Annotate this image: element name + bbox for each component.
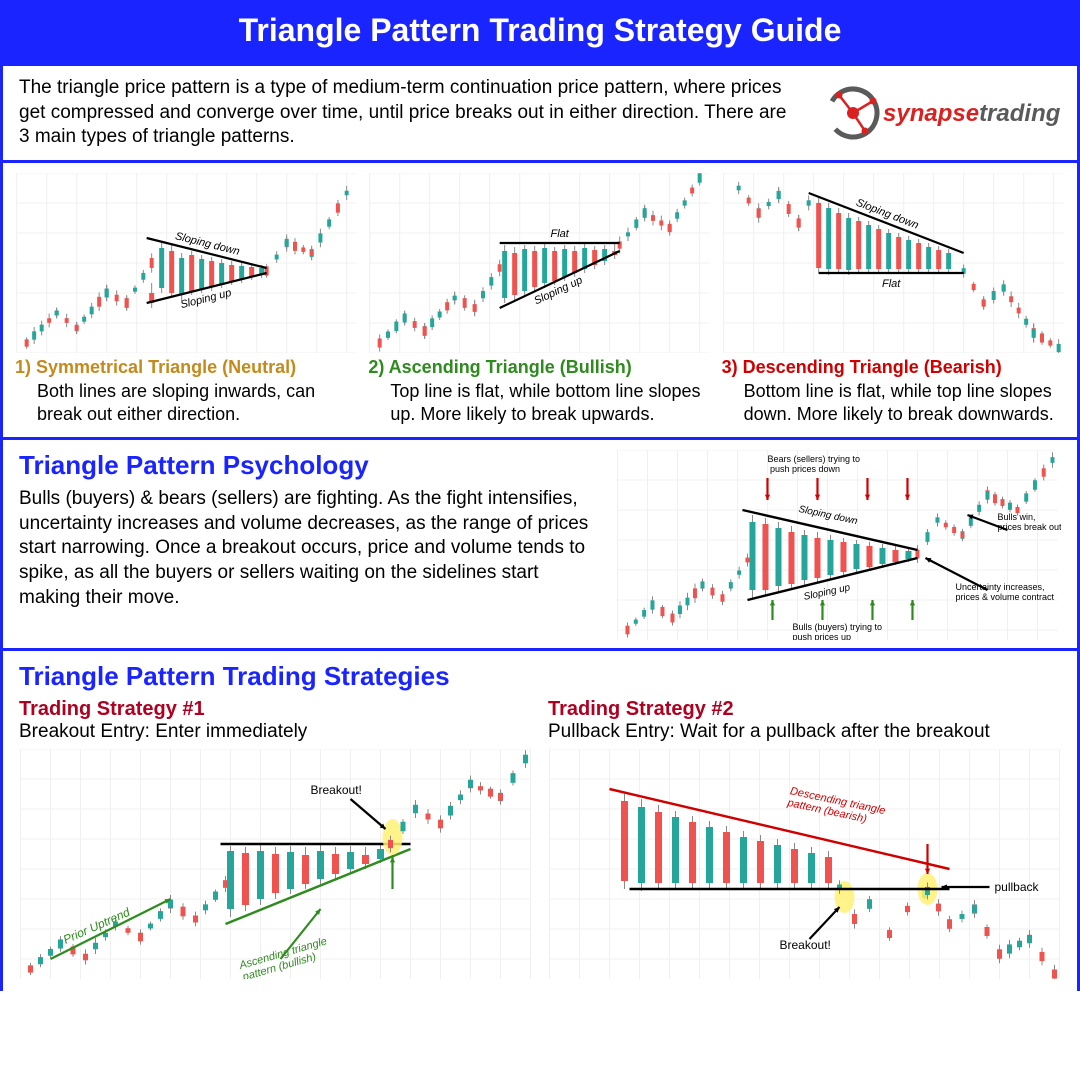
svg-text:Breakout!: Breakout! <box>780 938 831 952</box>
svg-text:Bulls (buyers) trying to push: Bulls (buyers) trying to push prices up <box>793 622 885 640</box>
svg-text:Uncertainty increases,prices &: Uncertainty increases,prices & volume co… <box>956 582 1055 602</box>
pattern-symmetrical-desc: Both lines are sloping inwards, can brea… <box>15 378 358 425</box>
pattern-symmetrical: Sloping downSloping up 1) Symmetrical Tr… <box>15 173 358 425</box>
svg-text:Ascending trianglepattern (bul: Ascending trianglepattern (bullish) <box>237 935 332 979</box>
pattern-ascending-title: 2) Ascending Triangle (Bullish) <box>368 357 711 378</box>
svg-text:synapsetrading: synapsetrading <box>883 100 1061 127</box>
strategy-2-title: Trading Strategy #2 <box>548 698 1061 721</box>
svg-text:pullback: pullback <box>995 880 1040 894</box>
pattern-descending-title: 3) Descending Triangle (Bearish) <box>722 357 1065 378</box>
chart-strategy-2: Descending trianglepattern (bearish) Brea… <box>548 749 1061 979</box>
logo: synapsetrading <box>821 81 1061 145</box>
svg-text:Prior Uptrend: Prior Uptrend <box>61 905 132 947</box>
logo-text-b: trading <box>979 100 1061 127</box>
svg-text:Bulls win,prices break out!: Bulls win,prices break out! <box>998 512 1061 532</box>
strategies-heading: Triangle Pattern Trading Strategies <box>19 661 1061 692</box>
svg-text:Descending trianglepattern (be: Descending trianglepattern (bearish) <box>785 785 886 829</box>
strategy-1: Trading Strategy #1 Breakout Entry: Ente… <box>19 698 532 979</box>
three-patterns-section: Sloping downSloping up 1) Symmetrical Tr… <box>0 160 1080 437</box>
chart-strategy-1: Prior Uptrend Ascending trianglepattern (… <box>19 749 532 979</box>
pattern-ascending-desc: Top line is flat, while bottom line slop… <box>368 378 711 425</box>
psychology-section: Triangle Pattern Psychology Bulls (buyer… <box>0 437 1080 648</box>
psychology-heading: Triangle Pattern Psychology <box>19 450 600 481</box>
pattern-descending: Sloping downFlat 3) Descending Triangle … <box>722 173 1065 425</box>
pattern-ascending: FlatSloping up 2) Ascending Triangle (Bu… <box>368 173 711 425</box>
chart-descending: Sloping downFlat <box>722 173 1065 353</box>
pattern-symmetrical-title: 1) Symmetrical Triangle (Neutral) <box>15 357 358 378</box>
svg-text:Bears (sellers) trying to push: Bears (sellers) trying to push prices do… <box>768 454 861 474</box>
pattern-descending-desc: Bottom line is flat, while top line slop… <box>722 378 1065 425</box>
strategy-2: Trading Strategy #2 Pullback Entry: Wait… <box>548 698 1061 979</box>
strategy-1-title: Trading Strategy #1 <box>19 698 532 721</box>
psychology-text: Bulls (buyers) & bears (sellers) are fig… <box>19 487 600 610</box>
svg-text:Breakout!: Breakout! <box>311 783 362 797</box>
strategy-1-sub: Breakout Entry: Enter immediately <box>19 721 532 743</box>
chart-symmetrical: Sloping downSloping up <box>15 173 358 353</box>
intro-section: The triangle price pattern is a type of … <box>0 63 1080 160</box>
chart-ascending: FlatSloping up <box>368 173 711 353</box>
strategy-2-sub: Pullback Entry: Wait for a pullback afte… <box>548 721 1061 743</box>
page-title: Triangle Pattern Trading Strategy Guide <box>0 0 1080 63</box>
svg-text:Sloping up: Sloping up <box>179 287 232 311</box>
svg-text:Flat: Flat <box>882 278 901 290</box>
intro-text: The triangle price pattern is a type of … <box>19 76 801 150</box>
strategies-section: Triangle Pattern Trading Strategies Trad… <box>0 648 1080 991</box>
chart-psychology: Sloping downSloping upBears (sellers) tr… <box>614 450 1061 640</box>
logo-text-a: synapse <box>883 100 979 127</box>
svg-text:Flat: Flat <box>551 228 570 240</box>
page-title-text: Triangle Pattern Trading Strategy Guide <box>239 12 842 48</box>
